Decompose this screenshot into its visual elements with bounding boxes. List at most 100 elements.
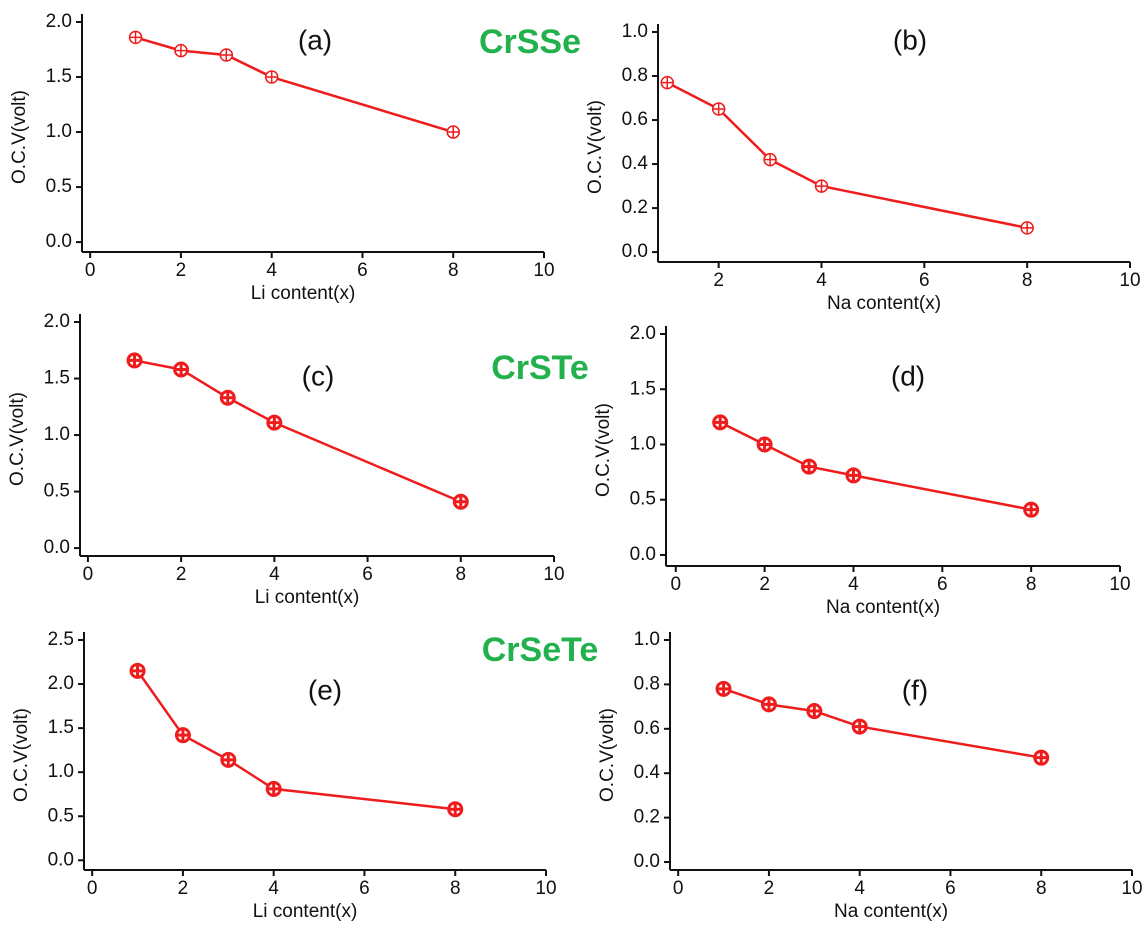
y-tick-label: 1.0 bbox=[630, 433, 656, 454]
y-tick-label: 0.0 bbox=[622, 241, 648, 262]
y-axis-label: O.C.V(volt) bbox=[597, 708, 618, 802]
marker-cross bbox=[448, 802, 462, 816]
marker-cross bbox=[220, 49, 233, 62]
y-tick-label: 0.6 bbox=[622, 109, 648, 130]
x-tick-label: 2 bbox=[178, 878, 189, 899]
marker-cross bbox=[762, 697, 776, 711]
y-tick-label: 1.5 bbox=[44, 368, 70, 389]
x-tick-label: 6 bbox=[362, 564, 373, 585]
y-tick-label: 0.6 bbox=[634, 718, 660, 739]
data-point bbox=[715, 680, 732, 697]
x-tick-label: 0 bbox=[87, 878, 98, 899]
marker-cross bbox=[265, 71, 278, 84]
marker-cross bbox=[454, 495, 468, 509]
x-tick-label: 8 bbox=[455, 564, 466, 585]
marker-cross bbox=[129, 31, 142, 44]
y-axis-label: O.C.V(volt) bbox=[9, 90, 30, 184]
data-point bbox=[264, 70, 279, 84]
x-tick-label: 2 bbox=[764, 878, 775, 899]
marker-cross bbox=[815, 180, 828, 193]
marker-cross bbox=[764, 153, 777, 166]
x-tick-label: 8 bbox=[1026, 574, 1037, 595]
x-axis-label: Na content(x) bbox=[834, 901, 948, 922]
marker-cross bbox=[1024, 503, 1038, 517]
data-line bbox=[719, 421, 1032, 511]
data-point bbox=[1020, 221, 1034, 235]
x-axis-label: Li content(x) bbox=[253, 901, 358, 922]
x-tick-label: 8 bbox=[1022, 270, 1033, 291]
data-point bbox=[712, 414, 729, 431]
data-point bbox=[129, 662, 146, 679]
panel: 0.0 0.5 1.0 1.5 2.0 2.5 0 2 4 6 8 10 Li content(x) O.… bbox=[11, 629, 598, 922]
panel-title: (b) bbox=[893, 24, 927, 55]
y-tick-label: 0.5 bbox=[44, 481, 70, 502]
data-point bbox=[126, 352, 143, 369]
marker-cross bbox=[758, 437, 772, 451]
x-tick-label: 4 bbox=[816, 270, 827, 291]
marker-cross bbox=[853, 720, 867, 734]
y-tick-label: 1.0 bbox=[44, 424, 70, 445]
y-tick-label: 2.0 bbox=[44, 311, 70, 332]
marker-cross bbox=[131, 664, 145, 678]
data-point bbox=[845, 467, 862, 484]
x-tick-label: 2 bbox=[176, 564, 187, 585]
x-tick-label: 6 bbox=[937, 574, 948, 595]
x-tick-label: 6 bbox=[357, 260, 368, 281]
y-tick-label: 1.0 bbox=[622, 21, 648, 42]
x-tick-label: 0 bbox=[670, 574, 681, 595]
panel: 0.0 0.5 1.0 1.5 2.0 0 2 4 6 8 10 Na content(x) O.C.V… bbox=[593, 323, 1131, 618]
marker-cross bbox=[267, 416, 281, 430]
data-point bbox=[1033, 749, 1050, 766]
data-point bbox=[220, 751, 237, 768]
x-tick-label: 4 bbox=[266, 260, 277, 281]
x-tick-label: 4 bbox=[268, 878, 279, 899]
y-tick-label: 1.5 bbox=[46, 66, 72, 87]
x-tick-label: 10 bbox=[543, 564, 564, 585]
x-tick-label: 6 bbox=[945, 878, 956, 899]
data-point bbox=[265, 780, 282, 797]
x-tick-label: 8 bbox=[1036, 878, 1047, 899]
y-tick-label: 1.0 bbox=[48, 761, 74, 782]
panel: 0.0 0.5 1.0 1.5 2.0 0 2 4 6 8 10 Li content(x) O.C.V… bbox=[7, 311, 589, 608]
data-point bbox=[801, 458, 818, 475]
x-tick-label: 2 bbox=[176, 260, 187, 281]
material-label: CrSeTe bbox=[482, 631, 599, 669]
marker-cross bbox=[802, 460, 816, 474]
y-tick-label: 2.0 bbox=[630, 323, 656, 344]
marker-cross bbox=[267, 782, 281, 796]
marker-cross bbox=[128, 353, 142, 367]
x-tick-label: 4 bbox=[848, 574, 859, 595]
panel: 0.0 0.2 0.4 0.6 0.8 1.0 2 4 6 8 10 Na content(x) O.C… bbox=[585, 21, 1141, 314]
panel-title: (d) bbox=[891, 360, 925, 391]
data-point bbox=[1023, 501, 1040, 518]
data-point bbox=[174, 727, 191, 744]
x-axis-label: Na content(x) bbox=[826, 597, 940, 618]
marker-cross bbox=[713, 415, 727, 429]
x-tick-label: 8 bbox=[448, 260, 459, 281]
x-tick-label: 2 bbox=[759, 574, 770, 595]
data-point bbox=[763, 152, 777, 167]
y-tick-label: 1.0 bbox=[46, 121, 72, 142]
data-point bbox=[266, 414, 283, 431]
x-tick-label: 10 bbox=[535, 878, 556, 899]
y-tick-label: 0.8 bbox=[622, 65, 648, 86]
marker-cross bbox=[661, 76, 674, 89]
x-axis-label: Na content(x) bbox=[827, 293, 941, 314]
marker-cross bbox=[846, 468, 860, 482]
x-tick-label: 0 bbox=[85, 260, 96, 281]
data-point bbox=[219, 48, 234, 62]
panel-title: (f) bbox=[902, 674, 928, 705]
marker-cross bbox=[1021, 221, 1034, 234]
data-line bbox=[134, 359, 462, 503]
x-tick-label: 10 bbox=[533, 260, 554, 281]
x-tick-label: 2 bbox=[713, 270, 724, 291]
marker-cross bbox=[807, 704, 821, 718]
y-tick-label: 0.5 bbox=[630, 489, 656, 510]
x-tick-label: 4 bbox=[854, 878, 865, 899]
marker-cross bbox=[717, 682, 731, 696]
marker-cross bbox=[176, 728, 190, 742]
marker-cross bbox=[221, 753, 235, 767]
y-tick-label: 0.4 bbox=[634, 762, 661, 783]
x-tick-label: 10 bbox=[1119, 270, 1140, 291]
